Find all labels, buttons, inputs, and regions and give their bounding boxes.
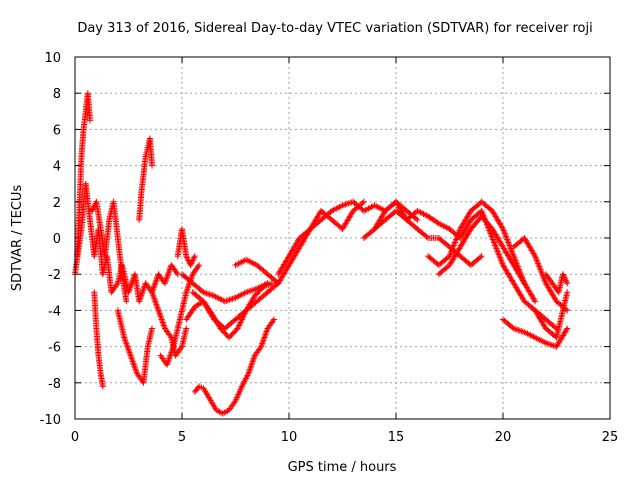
data-point-marker [123,298,130,305]
x-axis-title: GPS time / hours [288,460,397,475]
x-tick-label: 15 [388,430,405,445]
data-point-marker [183,325,190,332]
series-track-12 [183,280,275,341]
data-point-marker [413,215,420,222]
grid [75,57,610,419]
data-point-marker [478,253,485,260]
x-tick-label: 10 [281,430,298,445]
y-tick-label: -8 [48,377,61,392]
data-point-marker [552,324,559,331]
series-track-14 [232,256,282,287]
data-point-marker [414,216,421,223]
axis-ticks: 0 5 10 15 20 25 -10 -8 -6 -4 -2 0 2 4 6 8 10 [40,51,619,445]
y-tick-label: -10 [40,413,61,428]
data-point-marker [423,233,430,240]
series-track-4-dip [91,289,106,390]
data-point-marker [99,383,106,390]
data-point-marker [359,199,366,206]
data-point-marker [149,162,156,169]
data-point-marker [271,316,278,323]
chart-title: Day 313 of 2016, Sidereal Day-to-day VTE… [77,21,592,36]
y-tick-label: -2 [48,268,61,283]
series-track-24 [532,289,571,341]
data-point-marker [499,224,506,231]
data-point-marker [531,251,538,258]
series-track-6-spike-mid [136,135,156,223]
series-track-10 [179,271,271,305]
series-track-16 [275,198,367,278]
data-point-marker [564,289,571,296]
data-point-marker [191,253,198,260]
y-tick-label: 4 [53,160,61,175]
series-track-13-trough [191,316,278,417]
data-point-marker [196,262,203,269]
series-track-8 [157,262,203,368]
x-tick-label: 5 [178,430,186,445]
y-tick-label: 10 [44,51,61,66]
data-point-marker [564,280,571,287]
y-tick-label: 8 [53,87,61,102]
data-point-marker [564,325,571,332]
data-points [72,90,571,417]
series-track-9 [174,225,198,269]
y-tick-label: -6 [48,341,61,356]
x-tick-label: 0 [71,430,79,445]
data-point-marker [268,280,275,287]
data-point-marker [531,296,538,303]
x-tick-label: 25 [602,430,619,445]
series-track-3 [89,198,130,305]
series-track-22 [510,235,571,314]
series-track-2-spike-left [74,90,93,260]
series-track-23 [500,316,571,350]
data-point-marker [360,198,367,205]
y-tick-label: -4 [48,304,61,319]
series-track-21 [457,207,560,332]
y-axis-title: SDTVAR / TECUs [10,185,25,292]
y-tick-label: 6 [53,123,61,138]
data-point-marker [532,298,539,305]
y-tick-label: 0 [53,232,61,247]
data-point-marker [86,117,93,124]
series-track-25 [542,271,571,296]
data-point-marker [477,254,484,261]
y-tick-label: 2 [53,196,61,211]
series-track-5 [114,307,156,386]
data-point-marker [563,326,570,333]
plot-frame [74,56,611,420]
x-tick-label: 20 [495,430,512,445]
data-point-marker [149,325,156,332]
